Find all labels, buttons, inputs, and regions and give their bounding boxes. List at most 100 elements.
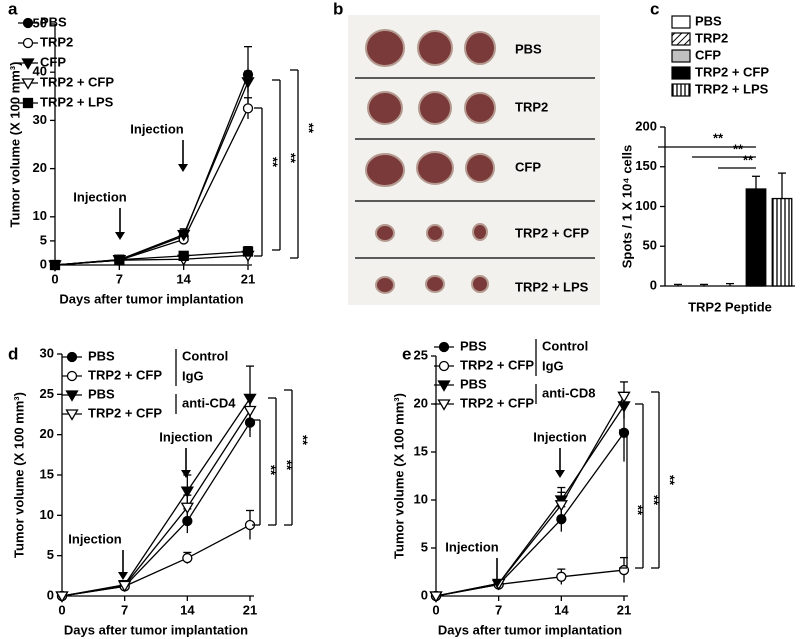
legend-group-label: Control: [182, 348, 228, 363]
x-tick-label: 21: [617, 602, 631, 617]
y-tick-label: 25: [40, 386, 54, 401]
arrow-head: [181, 470, 191, 478]
y-tick-label: 20: [40, 426, 54, 441]
annotation: Injection: [533, 429, 587, 444]
y-tick-label: 50: [33, 15, 47, 30]
legend-label: TRP2 + CFP: [88, 405, 162, 420]
x-axis-label: Days after tumor implantation: [59, 291, 243, 306]
panel-label: d: [8, 344, 18, 363]
marker: [180, 502, 194, 515]
x-axis-label: Days after tumor implantation: [64, 622, 248, 637]
legend-group-label: anti-CD8: [542, 385, 595, 400]
legend-group-label: anti-CD4: [182, 395, 236, 410]
legend-marker: [437, 380, 451, 392]
x-category-label: TRP2 Peptide: [688, 299, 772, 314]
significance-label: **: [743, 152, 754, 167]
tumors: [365, 29, 496, 294]
marker: [242, 246, 254, 257]
legend-group-label: Control: [542, 338, 588, 353]
legend-marker: [438, 360, 450, 372]
arrow-head: [118, 572, 128, 580]
legend-label: PBS: [695, 13, 722, 28]
y-tick-label: 15: [414, 443, 428, 458]
significance-label: **: [296, 435, 311, 446]
marker: [55, 591, 69, 603]
arrow-head: [492, 580, 502, 588]
marker: [114, 254, 125, 265]
legend-label: PBS: [460, 376, 487, 391]
significance-label: **: [733, 141, 744, 156]
series-line: [61, 410, 251, 597]
arrow-head: [115, 232, 125, 240]
significance-label: **: [284, 153, 299, 164]
marker: [180, 486, 194, 498]
annotation: Injection: [130, 121, 184, 136]
x-tick-label: 7: [116, 271, 123, 286]
legend-label: PBS: [460, 338, 487, 353]
panel-label: b: [333, 0, 343, 18]
row-label: PBS: [515, 41, 542, 56]
photo-panel: b PBS TRP2 CFP TRP2 + CFP TRP2 + LPS: [333, 0, 600, 305]
legend-label: TRP2 + LPS: [695, 81, 769, 96]
significance-label: **: [302, 123, 317, 134]
significance-label: **: [647, 495, 662, 506]
y-axis-label: Tumor volume (X 100 mm³): [391, 393, 406, 559]
marker: [556, 571, 567, 582]
row-label: CFP: [515, 159, 541, 174]
row-label: TRP2 + CFP: [515, 225, 589, 240]
x-tick-label: 0: [58, 602, 65, 617]
series-line: [54, 254, 249, 266]
y-tick-label: 10: [33, 208, 47, 223]
y-tick-label: 10: [414, 491, 428, 506]
legend-group-label: IgG: [182, 368, 204, 383]
significance-label: **: [264, 465, 279, 476]
marker: [118, 580, 132, 593]
marker: [182, 552, 193, 564]
legend-swatch: [671, 32, 691, 46]
y-tick-label: 150: [635, 158, 657, 173]
y-tick-label: 20: [33, 160, 47, 175]
significance-label: **: [280, 460, 295, 471]
legend-label: CFP: [695, 47, 721, 62]
legend-marker: [65, 390, 79, 402]
arrow-head: [555, 470, 565, 478]
legend-swatch: [671, 66, 691, 80]
legend-group-label: IgG: [542, 358, 564, 373]
y-tick-label: 0: [650, 277, 657, 292]
legend-marker: [66, 351, 78, 363]
marker: [429, 591, 443, 603]
y-tick-label: 0: [40, 256, 47, 271]
y-tick-label: 30: [40, 345, 54, 360]
y-tick-label: 20: [414, 395, 428, 410]
legend-label: TRP2 + CFP: [460, 357, 534, 372]
marker: [554, 500, 568, 512]
panel-label: e: [402, 344, 411, 363]
legend-label: TRP2 + CFP: [460, 395, 534, 410]
x-tick-label: 21: [243, 602, 257, 617]
y-tick-label: 5: [40, 232, 47, 247]
legend-marker: [437, 399, 451, 411]
legend-marker: [22, 97, 34, 109]
legend-marker: [21, 78, 35, 90]
legend-marker: [21, 58, 35, 70]
legend-marker: [22, 17, 34, 29]
legend-label: TRP2: [40, 34, 73, 49]
legend-swatch: [671, 15, 691, 29]
marker: [177, 229, 191, 242]
series-line: [435, 569, 625, 597]
legend-label: PBS: [40, 14, 67, 29]
y-tick-label: 30: [33, 112, 47, 127]
x-tick-label: 7: [495, 602, 502, 617]
series-line: [54, 250, 249, 266]
marker: [242, 103, 254, 114]
y-tick-label: 100: [635, 198, 657, 213]
y-tick-label: 5: [47, 547, 54, 562]
series-line: [435, 395, 625, 597]
row-label: TRP2: [515, 99, 548, 114]
y-tick-label: 15: [40, 466, 54, 481]
legend-marker: [65, 409, 79, 421]
significance-label: **: [663, 475, 678, 486]
legend-swatch: [671, 49, 691, 63]
y-tick-label: 40: [33, 64, 47, 79]
